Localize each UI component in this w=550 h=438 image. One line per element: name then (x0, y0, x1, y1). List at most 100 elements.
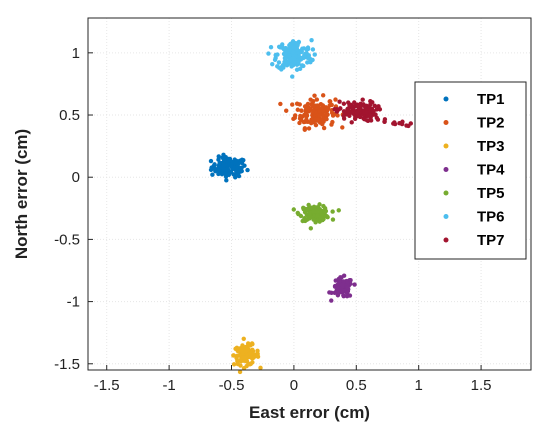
data-point (208, 158, 214, 164)
data-point (270, 61, 275, 67)
data-point (245, 347, 250, 353)
data-point (340, 125, 345, 130)
data-point (368, 102, 373, 107)
data-point (332, 290, 337, 296)
y-tick-label: 1 (72, 45, 80, 62)
data-point (337, 99, 342, 104)
data-point (318, 215, 323, 220)
data-point (352, 282, 357, 287)
data-point (332, 106, 337, 112)
data-point (295, 43, 300, 48)
series-tp6 (266, 37, 317, 79)
data-point (339, 282, 345, 288)
data-point (310, 47, 316, 52)
data-point (371, 108, 376, 114)
data-point (311, 204, 317, 210)
data-point (279, 67, 284, 72)
data-point (275, 64, 280, 69)
series-tp3 (231, 336, 263, 375)
data-point (317, 113, 322, 118)
data-point (308, 226, 314, 231)
data-point (291, 49, 296, 55)
data-point (312, 52, 317, 57)
legend-label: TP5 (477, 185, 505, 202)
x-tick-label: -0.5 (219, 377, 245, 394)
legend-marker (443, 167, 449, 172)
data-point (298, 213, 304, 219)
legend-label: TP6 (477, 209, 505, 226)
data-point (330, 217, 336, 222)
data-point (245, 167, 250, 173)
data-point (294, 67, 300, 72)
data-point (309, 37, 314, 43)
axis-ticks: -1.5 -1 -0.5 0 0.5 1 1.5 -1.5 -1 -0.5 0 0.5 1 (54, 45, 491, 394)
data-point (298, 113, 303, 119)
data-point (258, 365, 263, 371)
data-point (266, 51, 271, 56)
legend-marker (443, 237, 449, 243)
data-point (335, 113, 340, 118)
data-point (321, 119, 326, 124)
y-tick-label: 0.5 (59, 107, 80, 124)
data-point (250, 355, 255, 361)
data-point (318, 209, 323, 214)
data-point (299, 108, 304, 113)
data-point (327, 99, 332, 104)
data-point (290, 39, 296, 44)
data-point (310, 108, 316, 114)
y-tick-label: -1.5 (54, 356, 80, 373)
data-point (239, 157, 245, 163)
data-point (238, 347, 244, 353)
data-point (314, 97, 320, 102)
data-point (231, 172, 236, 177)
data-point (291, 207, 296, 212)
data-point (322, 209, 328, 215)
data-point (281, 51, 287, 57)
data-point (286, 53, 292, 58)
data-point (238, 357, 243, 363)
x-tick-label: 1 (415, 377, 423, 394)
data-point (341, 273, 347, 278)
data-point (317, 219, 322, 224)
legend-label: TP3 (477, 138, 505, 155)
data-point (354, 110, 360, 116)
data-point (302, 53, 307, 58)
data-point (296, 39, 302, 45)
data-point (304, 117, 309, 122)
data-point (307, 56, 313, 61)
data-point (282, 59, 287, 65)
data-point (301, 205, 306, 211)
data-point (272, 57, 278, 63)
x-tick-label: 0 (290, 377, 298, 394)
data-point (210, 172, 215, 177)
legend: TP1 TP2 TP3 TP4 TP5 TP6 TP7 (414, 81, 527, 260)
data-point (367, 112, 373, 118)
data-point (306, 202, 311, 208)
data-point (275, 52, 280, 57)
legend-label: TP2 (477, 115, 505, 132)
data-point (368, 99, 373, 104)
y-tick-label: -1 (67, 294, 80, 311)
data-point (239, 160, 245, 166)
data-point (330, 209, 335, 214)
data-point (352, 116, 358, 122)
data-point (304, 217, 309, 222)
data-point (211, 163, 217, 169)
data-point (323, 112, 329, 117)
data-point (312, 93, 317, 98)
data-point (338, 106, 343, 111)
data-point (290, 102, 295, 107)
data-point (255, 351, 260, 357)
series-tp1 (208, 152, 250, 183)
legend-label: TP7 (477, 232, 505, 249)
data-point (362, 117, 367, 122)
data-point (234, 355, 239, 361)
x-tick-label: 0.5 (346, 377, 367, 394)
data-point (308, 120, 314, 126)
x-tick-label: -1.5 (94, 377, 120, 394)
series-tp7 (332, 97, 414, 129)
data-point (300, 63, 305, 68)
data-point (216, 154, 221, 159)
legend-marker (443, 143, 449, 149)
